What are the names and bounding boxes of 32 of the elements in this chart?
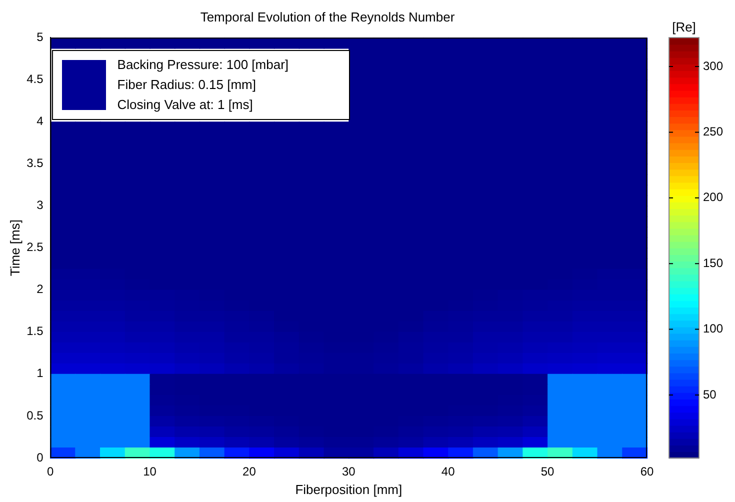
y-tick-label: 3.5 bbox=[26, 156, 44, 170]
y-tick-label: 0.5 bbox=[26, 408, 44, 422]
x-tick-label: 30 bbox=[342, 464, 356, 479]
annotation: Backing Pressure: 100 [mbar] bbox=[117, 56, 289, 74]
x-tick-label: 10 bbox=[143, 464, 157, 479]
color-bar-title: [Re] bbox=[672, 20, 696, 35]
note-box: Backing Pressure: 100 [mbar] Fiber Radius: 0.15 [mm] Closing Valve at: 1 [ms] bbox=[52, 50, 350, 120]
y-tick-label: 0 bbox=[36, 450, 44, 464]
y-tick-label: 1 bbox=[36, 366, 44, 380]
y-tick-label: 4.5 bbox=[26, 72, 44, 86]
color-bar-label: 250 bbox=[703, 124, 724, 139]
x-axis-title: Fiberposition [mm] bbox=[295, 482, 402, 497]
y-axis-title: Time [ms] bbox=[7, 220, 22, 276]
y-tick-label: 3 bbox=[36, 198, 44, 212]
x-tick-label: 60 bbox=[640, 464, 654, 479]
y-tick-label: 2 bbox=[36, 282, 44, 296]
color-bar-label: 50 bbox=[703, 387, 717, 402]
color-bar-label: 150 bbox=[703, 256, 724, 270]
x-tick-label: 0 bbox=[46, 464, 54, 479]
y-tick-label: 1.5 bbox=[26, 324, 44, 338]
annotation: Closing Valve at: 1 [ms] bbox=[117, 96, 254, 114]
x-tick-label: 50 bbox=[540, 464, 555, 479]
y-tick-label: 5 bbox=[36, 30, 44, 44]
x-tick-label: 40 bbox=[441, 464, 456, 479]
y-tick-label: 4 bbox=[36, 114, 44, 128]
color-bar-label: 300 bbox=[703, 58, 724, 73]
chart-title: Temporal Evolution of the Reynolds Number bbox=[200, 9, 456, 24]
color-bar-label: 100 bbox=[703, 322, 724, 336]
y-tick-label: 2.5 bbox=[26, 240, 44, 254]
annotation: Fiber Radius: 0.15 [mm] bbox=[117, 76, 257, 94]
color-bar-label: 200 bbox=[703, 190, 724, 204]
x-tick-label: 20 bbox=[242, 464, 256, 479]
